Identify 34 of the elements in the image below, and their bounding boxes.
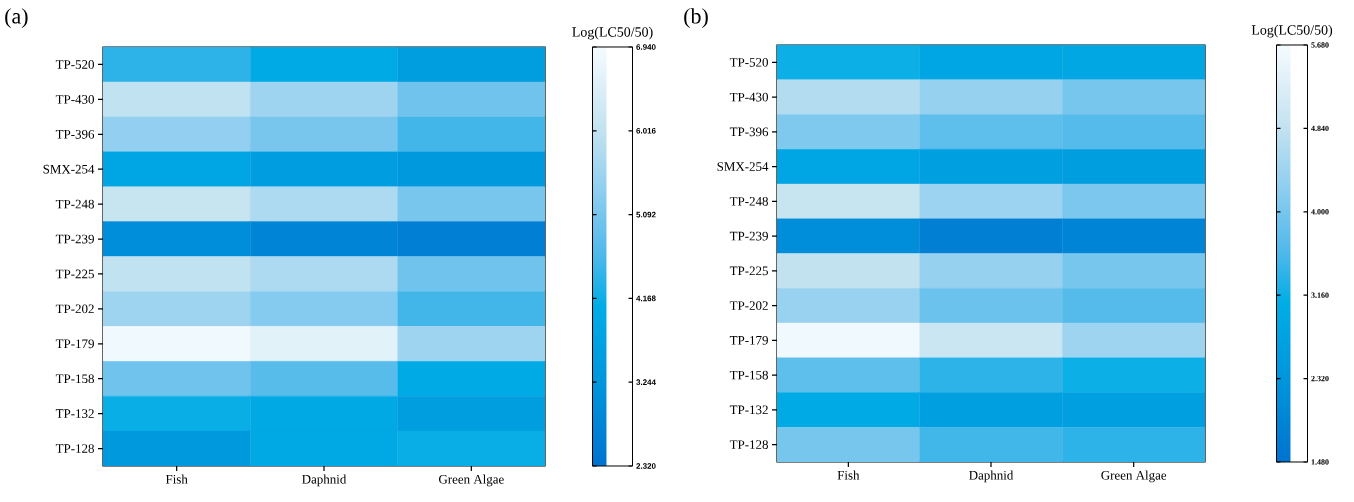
- y-tick-label: TP-128: [729, 440, 768, 449]
- y-tick-label: TP-132: [55, 409, 94, 418]
- y-tick-label: TP-520: [55, 60, 94, 69]
- y-tick-label: TP-158: [55, 374, 94, 384]
- y-tick-label: TP-179: [729, 336, 768, 345]
- x-tick-label: Fish: [165, 474, 188, 484]
- y-tick-label: TP-225: [55, 269, 94, 279]
- y-tick-label: TP-202: [729, 301, 768, 310]
- y-tick-label: TP-396: [55, 129, 95, 139]
- x-tick-label: Green Algae: [438, 474, 504, 487]
- y-tick-label: TP-248: [55, 199, 94, 209]
- y-tick-label: TP-225: [729, 266, 768, 276]
- y-tick-label: TP-128: [55, 444, 94, 453]
- y-tick-label: TP-430: [729, 92, 768, 102]
- y-tick-label: TP-158: [729, 370, 768, 380]
- y-tick-label: TP-179: [55, 339, 94, 349]
- x-tick-label: Daphnid: [969, 470, 1014, 483]
- y-tick-label: TP-132: [729, 405, 768, 415]
- y-tick-label: TP-248: [729, 197, 768, 206]
- y-tick-label: TP-396: [729, 127, 769, 137]
- chart-title: (b): [684, 8, 708, 29]
- y-tick-label: TP-239: [55, 234, 94, 244]
- y-tick-label: TP-239: [729, 231, 768, 241]
- y-tick-label: TP-202: [55, 304, 94, 314]
- y-tick-label: TP-520: [729, 58, 768, 67]
- x-tick-label: Fish: [837, 470, 860, 480]
- color-bar-title: Log(LC50/50): [572, 26, 653, 40]
- color-bar-title: Log(LC50/50): [1251, 24, 1333, 38]
- y-tick-label: SMX-254: [43, 164, 95, 174]
- chart-title: (a): [5, 8, 28, 29]
- x-tick-label: Green Algae: [1101, 470, 1167, 483]
- x-tick-label: Daphnid: [302, 474, 347, 487]
- y-tick-label: SMX-254: [717, 162, 769, 171]
- y-tick-label: TP-430: [55, 95, 94, 104]
